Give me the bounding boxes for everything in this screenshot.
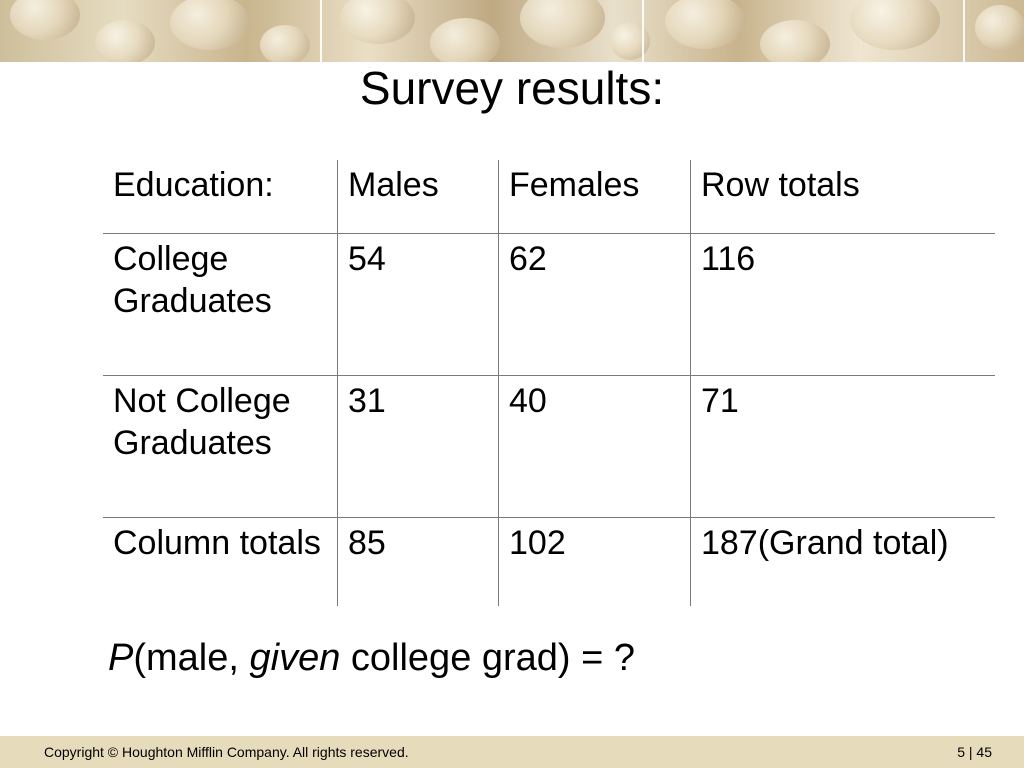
cell-males: 31 bbox=[337, 375, 499, 518]
probability-question: P(male, given college grad) = ? bbox=[108, 634, 635, 682]
row-label: College Graduates bbox=[103, 233, 338, 376]
slide-number: 5 | 45 bbox=[957, 744, 992, 760]
cell-total: 116 bbox=[690, 233, 995, 376]
given-word: given bbox=[249, 637, 341, 679]
cell-females: 40 bbox=[498, 375, 691, 518]
table-row: College Graduates 54 62 116 bbox=[103, 233, 995, 376]
header-education: Education: bbox=[113, 166, 274, 204]
cell-males: 54 bbox=[337, 233, 499, 376]
table-row: Column totals 85 102 187(Grand total) bbox=[103, 517, 995, 606]
cell-females: 62 bbox=[498, 233, 691, 376]
question-part-2: college grad) = ? bbox=[340, 637, 636, 679]
cell-females: 102 bbox=[498, 517, 691, 606]
cell-total: 187(Grand total) bbox=[690, 517, 995, 606]
footer-bar: Copyright © Houghton Mifflin Company. Al… bbox=[0, 736, 1024, 768]
table-header-row: Education: Males Females Row totals bbox=[103, 160, 995, 234]
table-row: Not College Graduates 31 40 71 bbox=[103, 375, 995, 518]
cell-males: 85 bbox=[337, 517, 499, 606]
header-banner-image bbox=[0, 0, 1024, 62]
cell-total: 71 bbox=[690, 375, 995, 518]
row-label: Column totals bbox=[103, 517, 338, 606]
probability-symbol: P bbox=[108, 637, 134, 679]
slide-title: Survey results: bbox=[359, 62, 665, 114]
survey-results-table: Education: Males Females Row totals Coll… bbox=[103, 160, 995, 606]
header-females: Females bbox=[498, 160, 691, 234]
header-row-totals: Row totals bbox=[690, 160, 995, 234]
question-part-1: (male, bbox=[133, 637, 250, 679]
copyright-notice: Copyright © Houghton Mifflin Company. Al… bbox=[44, 744, 409, 760]
header-males: Males bbox=[337, 160, 499, 234]
row-label: Not College Graduates bbox=[103, 375, 338, 518]
